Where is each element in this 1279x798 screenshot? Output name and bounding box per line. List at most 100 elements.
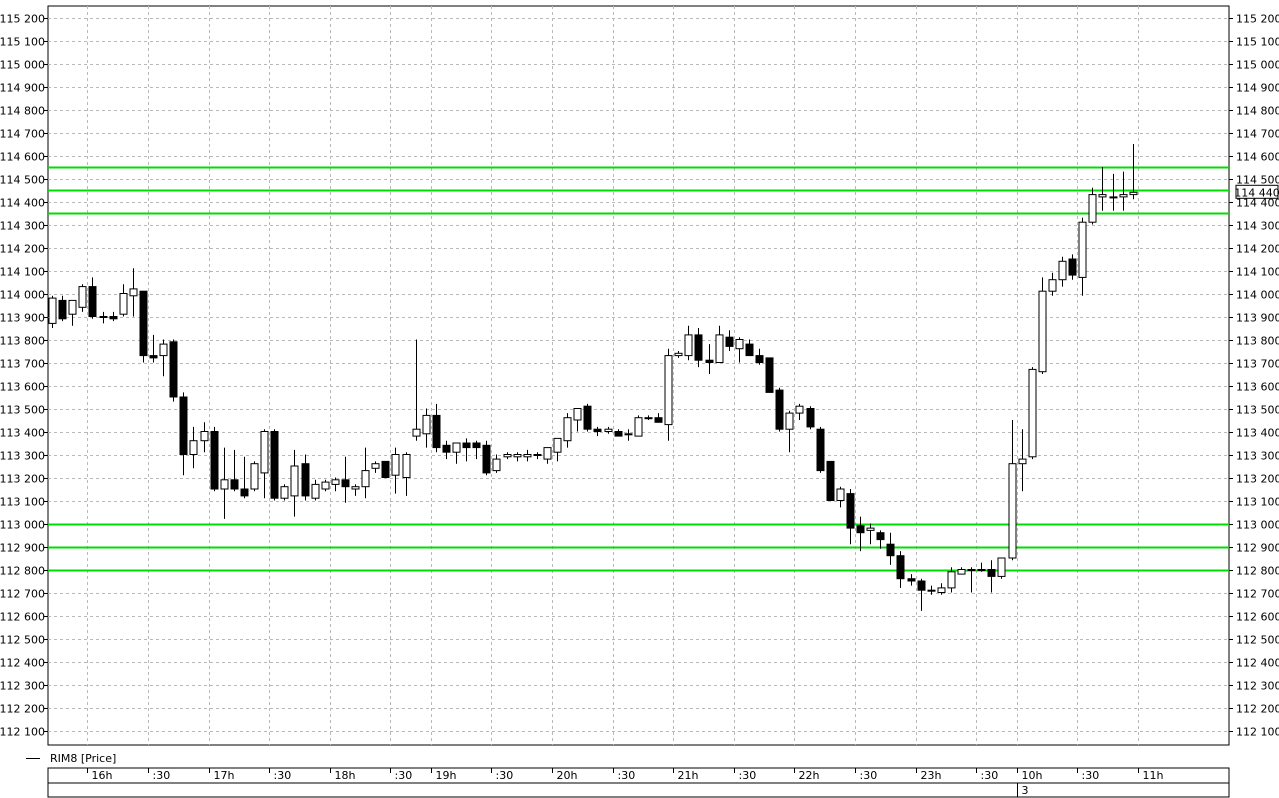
candle-body-down: [907, 578, 916, 582]
candle-body-up: [1008, 463, 1017, 559]
y-tick-label-left: 114 600: [0, 151, 45, 164]
last-price-box: [1235, 184, 1279, 199]
y-tick-label-left: 112 200: [0, 703, 45, 716]
candle-body-down: [826, 460, 835, 501]
x-tick-label: 10h: [1022, 769, 1043, 782]
x-tick-label: :30: [274, 769, 292, 782]
candle-body-down: [442, 444, 451, 453]
y-tick-label-left: 113 100: [0, 496, 45, 509]
y-tick-label-left: 112 100: [0, 726, 45, 739]
candle-body-down: [301, 463, 310, 497]
y-tick-label-left: 112 900: [0, 542, 45, 555]
x-tick-label: 20h: [557, 769, 578, 782]
y-tick-label-left: 113 500: [0, 404, 45, 417]
y-tick-label-left: 112 800: [0, 565, 45, 578]
x-tick-label: 16h: [92, 769, 113, 782]
y-tick-label-right: 113 400: [1236, 427, 1279, 440]
candle-body-down: [725, 336, 734, 347]
candle-body-up: [220, 479, 229, 490]
candle-body-up: [795, 405, 804, 414]
day-marker-label: 3: [1022, 784, 1029, 797]
y-tick-label-left: 114 000: [0, 289, 45, 302]
plot-area: [47, 5, 1230, 746]
x-axis-band-day: [47, 782, 1230, 798]
y-tick-label-left: 112 700: [0, 588, 45, 601]
y-tick-label-right: 113 800: [1236, 335, 1279, 348]
candle-body-up: [533, 454, 542, 456]
candle-body-up: [634, 417, 643, 437]
candle-body-up: [927, 589, 936, 592]
x-tick-label: :30: [860, 769, 878, 782]
y-tick-label-right: 113 100: [1236, 496, 1279, 509]
y-tick-label-left: 112 600: [0, 611, 45, 624]
candle-body-down: [210, 431, 219, 490]
candle-body-up: [624, 433, 633, 436]
candle-body-up: [866, 527, 875, 531]
candle-body-down: [614, 431, 623, 437]
y-tick-label-left: 115 100: [0, 36, 45, 49]
y-tick-label-left: 115 000: [0, 59, 45, 72]
x-tick-label: :30: [981, 769, 999, 782]
y-tick-label-right: 112 800: [1236, 565, 1279, 578]
candle-body-down: [179, 396, 188, 455]
y-tick-label-right: 113 000: [1236, 519, 1279, 532]
y-tick-label-left: 113 900: [0, 312, 45, 325]
candle-body-up: [1038, 290, 1047, 373]
legend-series-label: RIM8 [Price]: [50, 752, 117, 765]
y-tick-label-left: 113 800: [0, 335, 45, 348]
y-tick-label-right: 112 900: [1236, 542, 1279, 555]
candle-body-up: [1119, 194, 1128, 198]
candle-body-up: [78, 286, 87, 308]
candle-body-up: [280, 486, 289, 499]
candle-body-up: [543, 447, 552, 460]
candle-body-up: [189, 440, 198, 456]
x-tick-label: 23h: [921, 769, 942, 782]
x-tick-label: :30: [395, 769, 413, 782]
y-tick-label-right: 114 900: [1236, 82, 1279, 95]
candle-body-up: [715, 334, 724, 363]
y-tick-label-left: 114 700: [0, 128, 45, 141]
candle-body-up: [503, 454, 512, 458]
y-tick-label-right: 114 100: [1236, 266, 1279, 279]
candle-body-down: [876, 532, 885, 541]
candle-body-up: [947, 571, 956, 589]
y-tick-label-right: 113 500: [1236, 404, 1279, 417]
y-tick-label-right: 114 700: [1236, 128, 1279, 141]
candle-body-down: [230, 479, 239, 490]
candle-body-up: [422, 414, 431, 435]
candle-body-up: [412, 428, 421, 437]
candle-body-up: [684, 334, 693, 357]
candle-body-up: [523, 454, 532, 458]
candle-body-up: [997, 557, 1006, 577]
y-tick-label-right: 115 200: [1236, 13, 1279, 26]
y-tick-label-left: 114 900: [0, 82, 45, 95]
candle-body-up: [553, 437, 562, 453]
candle-body-down: [472, 442, 481, 449]
y-tick-label-left: 113 700: [0, 358, 45, 371]
y-tick-label-left: 115 200: [0, 13, 45, 26]
candle-body-down: [341, 479, 350, 488]
candle-body-down: [917, 580, 926, 591]
candle-body-down: [583, 405, 592, 430]
candle-body-down: [755, 355, 764, 364]
y-tick-label-right: 113 600: [1236, 381, 1279, 394]
candle-body-up: [785, 412, 794, 430]
y-tick-label-right: 113 700: [1236, 358, 1279, 371]
candle-body-up: [351, 486, 360, 490]
candle-body-up: [250, 463, 259, 490]
candle-body-up: [977, 569, 986, 571]
y-tick-label-left: 112 400: [0, 657, 45, 670]
x-tick-label: 17h: [214, 769, 235, 782]
y-tick-label-left: 114 200: [0, 243, 45, 256]
legend-line-swatch: [26, 758, 40, 759]
candle-body-up: [1088, 194, 1097, 223]
candle-body-up: [1109, 196, 1118, 199]
y-tick-label-right: 114 300: [1236, 220, 1279, 233]
candle-body-down: [381, 460, 390, 478]
candle-body-up: [573, 408, 582, 421]
y-tick-label-left: 114 400: [0, 197, 45, 210]
x-tick-label: :30: [1082, 769, 1100, 782]
x-tick-label: 22h: [799, 769, 820, 782]
candle-body-down: [765, 357, 774, 393]
